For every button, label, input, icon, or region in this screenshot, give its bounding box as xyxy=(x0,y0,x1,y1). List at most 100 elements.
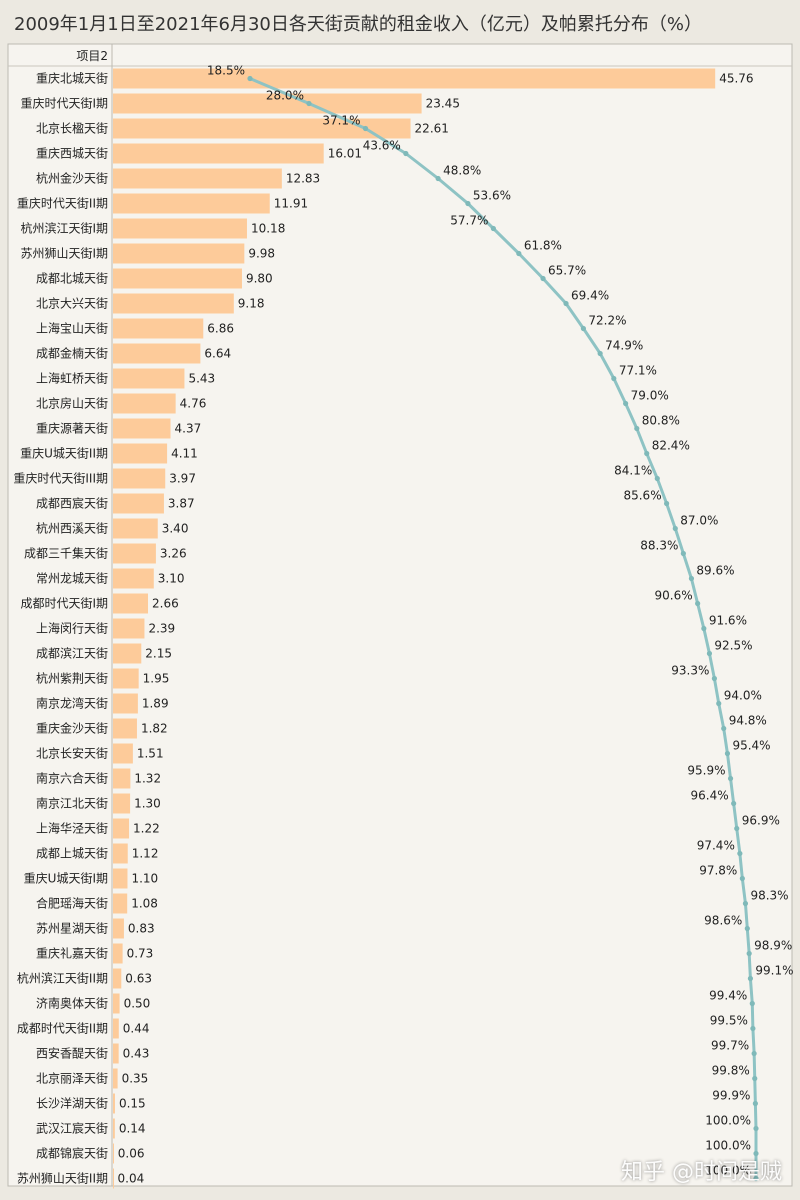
cumulative-label: 69.4% xyxy=(571,289,609,303)
category-label: 上海宝山天街 xyxy=(36,321,108,336)
cumulative-label: 96.4% xyxy=(691,789,729,803)
bar-value-label: 1.32 xyxy=(134,772,161,786)
bar xyxy=(113,368,185,389)
cumulative-label: 57.7% xyxy=(450,214,488,228)
category-label: 上海虹桥天街 xyxy=(36,371,108,386)
cumulative-label: 99.4% xyxy=(709,989,747,1003)
bar xyxy=(113,543,156,564)
bar-value-label: 0.06 xyxy=(118,1147,145,1161)
cumulative-label: 65.7% xyxy=(548,264,586,278)
cumulative-marker xyxy=(540,275,546,282)
bar xyxy=(113,1018,119,1039)
cumulative-marker xyxy=(634,425,640,432)
bar-value-label: 0.14 xyxy=(119,1122,146,1136)
bar xyxy=(113,518,158,539)
bar-value-label: 0.44 xyxy=(123,1022,150,1036)
cumulative-marker xyxy=(711,675,718,682)
cumulative-label: 99.5% xyxy=(710,1014,748,1028)
cumulative-marker xyxy=(727,775,734,782)
cumulative-label: 80.8% xyxy=(642,414,680,428)
category-label: 北京大兴天街 xyxy=(36,297,108,311)
bar-value-label: 1.30 xyxy=(134,797,161,811)
bar-value-label: 12.83 xyxy=(286,172,320,186)
cumulative-label: 99.1% xyxy=(755,964,793,978)
cumulative-marker xyxy=(747,975,754,982)
category-label: 重庆金沙天街 xyxy=(36,721,108,736)
cumulative-label: 74.9% xyxy=(605,339,643,353)
category-label: 苏州星湖天街 xyxy=(36,921,108,936)
cumulative-label: 88.3% xyxy=(640,539,678,553)
cumulative-marker xyxy=(654,475,660,482)
bar-value-label: 2.39 xyxy=(148,622,175,636)
bar xyxy=(113,418,171,439)
cumulative-label: 100.0% xyxy=(705,1114,751,1128)
bar xyxy=(113,868,128,889)
cumulative-label: 87.0% xyxy=(680,514,718,528)
cumulative-label: 97.8% xyxy=(699,864,737,878)
bar xyxy=(113,268,242,289)
cumulative-label: 100.0% xyxy=(705,1139,751,1153)
cumulative-marker xyxy=(750,1025,756,1032)
category-label: 常州龙城天街 xyxy=(36,572,108,586)
bar xyxy=(113,818,130,839)
category-label: 重庆时代天街II期 xyxy=(17,197,108,211)
bar xyxy=(113,118,411,139)
category-label: 重庆U城天街I期 xyxy=(24,872,108,886)
cumulative-marker xyxy=(680,550,686,557)
bar xyxy=(113,643,142,664)
cumulative-label: 18.5% xyxy=(207,64,245,78)
cumulative-marker xyxy=(580,325,587,332)
bar-value-label: 3.97 xyxy=(169,472,196,486)
cumulative-marker xyxy=(753,1175,759,1182)
cumulative-marker xyxy=(490,225,496,232)
cumulative-marker xyxy=(644,450,650,457)
bar xyxy=(113,893,128,914)
bar-value-label: 4.11 xyxy=(171,447,198,461)
category-label: 杭州滨江天街I期 xyxy=(20,221,108,236)
bar xyxy=(113,593,149,614)
category-label: 重庆礼嘉天街 xyxy=(36,946,108,961)
bar-value-label: 1.95 xyxy=(143,672,170,686)
bar-value-label: 4.37 xyxy=(175,422,202,436)
bar xyxy=(113,993,120,1014)
bar xyxy=(113,443,168,464)
bar-value-label: 9.80 xyxy=(246,272,273,286)
category-label: 成都北城天街 xyxy=(36,272,108,286)
chart-title: 2009年1月1日至2021年6月30日各天街贡献的租金收入（亿元）及帕累托分布… xyxy=(14,14,702,35)
bar-value-label: 0.04 xyxy=(118,1172,145,1186)
cumulative-label: 84.1% xyxy=(614,464,652,478)
category-label: 西安香醍天街 xyxy=(36,1046,108,1061)
cumulative-marker xyxy=(751,1050,757,1057)
bar xyxy=(113,968,122,989)
bar-value-label: 23.45 xyxy=(426,97,460,111)
bar-value-label: 0.50 xyxy=(124,997,151,1011)
cumulative-marker xyxy=(403,150,409,157)
category-label: 成都西宸天街 xyxy=(36,496,108,511)
category-label: 合肥瑶海天街 xyxy=(36,896,108,911)
bar xyxy=(113,468,166,489)
bar xyxy=(113,1118,115,1139)
cumulative-marker xyxy=(247,75,253,82)
category-label: 成都三千集天街 xyxy=(24,546,108,561)
bar xyxy=(113,93,422,114)
bar-value-label: 16.01 xyxy=(328,147,362,161)
category-label: 北京长楹天街 xyxy=(36,121,108,136)
category-label: 南京江北天街 xyxy=(36,796,108,811)
cumulative-marker xyxy=(739,875,745,882)
bar-value-label: 2.15 xyxy=(145,647,172,661)
bar xyxy=(113,718,137,739)
cumulative-marker xyxy=(744,925,750,932)
bar xyxy=(113,693,138,714)
bar-value-label: 45.76 xyxy=(719,72,753,86)
bar-value-label: 5.43 xyxy=(188,372,215,386)
cumulative-marker xyxy=(695,600,701,607)
category-label: 杭州紫荆天街 xyxy=(36,671,108,686)
plot-panel xyxy=(7,43,793,1187)
category-label: 北京房山天街 xyxy=(36,396,108,411)
bar-value-label: 1.12 xyxy=(132,847,159,861)
bar-value-label: 1.08 xyxy=(131,897,158,911)
cumulative-marker xyxy=(306,100,312,107)
cumulative-label: 99.9% xyxy=(712,1089,750,1103)
category-label: 重庆源著天街 xyxy=(36,422,108,436)
bar xyxy=(113,618,145,639)
